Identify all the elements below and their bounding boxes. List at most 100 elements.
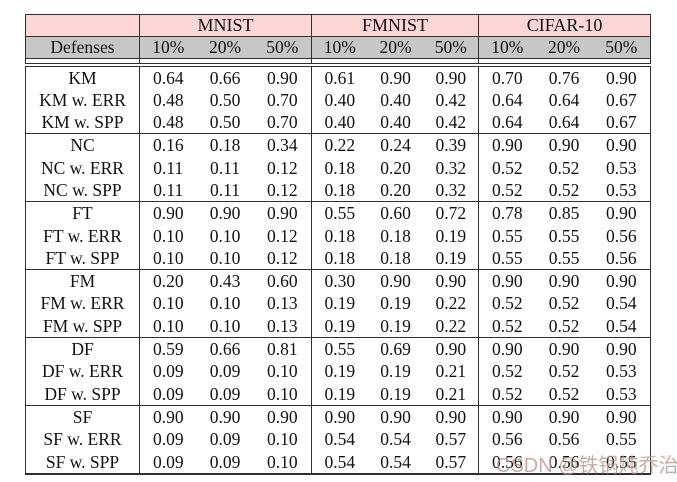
metric-value: 0.52 [535,178,593,203]
metric-value: 0.09 [196,360,254,383]
defense-label: DF w. SPP [25,382,140,406]
metric-value: 0.90 [478,133,536,157]
metric-value: 0.90 [367,269,424,293]
header-body-double-rule [25,58,651,67]
metric-value: 0.10 [253,382,312,406]
metric-value: 0.09 [139,382,197,406]
metric-value: 0.10 [139,246,197,271]
metric-value: 0.40 [311,88,368,112]
defense-label: NC [25,133,140,157]
defense-label: NC w. SPP [25,178,140,203]
metric-value: 0.90 [423,64,479,89]
metric-value: 0.09 [139,428,197,451]
metric-value: 0.90 [367,64,424,89]
metric-value: 0.67 [592,111,651,135]
metric-value: 0.90 [139,405,197,429]
metric-value: 0.18 [311,178,368,203]
metric-value: 0.90 [592,64,651,89]
metric-value: 0.20 [367,178,424,203]
metric-value: 0.81 [253,337,312,361]
dataset-header-row: MNIST FMNIST CIFAR-10 [25,14,651,37]
table-row: DF w. ERR 0.09 0.09 0.10 0.19 0.19 0.21 0.52 0.5… [25,360,651,383]
metric-value: 0.67 [592,88,651,112]
table-row: FT w. ERR 0.10 0.10 0.12 0.18 0.18 0.19 0.55 0.5… [25,224,651,247]
table-row: KM 0.64 0.66 0.90 0.61 0.90 0.90 0.70 0.76 0.90 [25,64,651,89]
metric-value: 0.22 [423,292,479,315]
metric-value: 0.10 [253,450,312,475]
metric-value: 0.54 [592,292,651,315]
metric-value: 0.61 [311,64,368,89]
poison-rate-header: 20% [535,36,593,59]
metric-value: 0.90 [196,201,254,225]
metric-value: 0.64 [478,88,536,112]
table-row: NC 0.16 0.18 0.34 0.22 0.24 0.39 0.90 0.90 0.90 [25,133,651,157]
defense-label: FT [25,201,140,225]
metric-value: 0.90 [139,201,197,225]
defense-label: SF w. ERR [25,428,140,451]
table-row: NC w. ERR 0.11 0.11 0.12 0.18 0.20 0.32 0.52 0.5… [25,156,651,179]
metric-value: 0.40 [311,111,368,135]
metric-value: 0.18 [311,224,368,247]
double-rule-segment [138,58,312,67]
table-row: NC w. SPP 0.11 0.11 0.12 0.18 0.20 0.32 0.52 0.5… [25,178,651,203]
table-row: FT 0.90 0.90 0.90 0.55 0.60 0.72 0.78 0.85 0.90 [25,201,651,225]
metric-value: 0.78 [478,201,536,225]
poison-rate-header: 50% [423,36,479,59]
defense-label: DF [25,337,140,361]
metric-value: 0.18 [311,246,368,271]
metric-value: 0.90 [592,201,651,225]
metric-value: 0.90 [253,64,312,89]
metric-value: 0.52 [478,382,536,406]
metric-value: 0.60 [367,201,424,225]
double-rule-segment [311,58,479,67]
metric-value: 0.72 [423,201,479,225]
metric-value: 0.42 [423,111,479,135]
metric-value: 0.24 [367,133,424,157]
metric-value: 0.10 [139,292,197,315]
metric-value: 0.90 [592,269,651,293]
metric-value: 0.70 [478,64,536,89]
metric-value: 0.69 [367,337,424,361]
metric-value: 0.90 [253,201,312,225]
metric-value: 0.11 [196,178,254,203]
metric-value: 0.16 [139,133,197,157]
metric-value: 0.12 [253,224,312,247]
metric-value: 0.11 [139,156,197,179]
table-row: KM w. SPP 0.48 0.50 0.70 0.40 0.40 0.42 0.64 0.6… [25,111,651,135]
metric-value: 0.90 [196,405,254,429]
poison-rate-header: 10% [311,36,368,59]
metric-value: 0.53 [592,156,651,179]
metric-value: 0.52 [478,178,536,203]
metric-value: 0.90 [423,269,479,293]
defense-label: FM w. SPP [25,314,140,339]
defense-label: KM [25,64,140,89]
defense-label: FT w. ERR [25,224,140,247]
metric-value: 0.52 [535,156,593,179]
poison-rate-header: 50% [592,36,651,59]
metric-value: 0.55 [478,224,536,247]
metric-value: 0.19 [367,382,424,406]
metric-value: 0.90 [478,269,536,293]
metric-value: 0.54 [311,428,368,451]
defense-label: KM w. ERR [25,88,140,112]
metric-value: 0.55 [478,246,536,271]
metric-value: 0.64 [535,111,593,135]
metric-value: 0.52 [478,314,536,339]
defense-results-table: MNIST FMNIST CIFAR-10 Defenses 10% 20% 50% 10%… [25,14,652,475]
metric-value: 0.42 [423,88,479,112]
metric-value: 0.50 [196,88,254,112]
metric-value: 0.09 [139,360,197,383]
metric-value: 0.52 [535,360,593,383]
metric-value: 0.70 [253,88,312,112]
metric-value: 0.19 [423,246,479,271]
table-row: DF w. SPP 0.09 0.09 0.10 0.19 0.19 0.21 0.52 0.5… [25,382,651,406]
defense-label: SF [25,405,140,429]
metric-value: 0.90 [478,405,536,429]
metric-value: 0.54 [592,314,651,339]
metric-value: 0.56 [535,428,593,451]
metric-value: 0.56 [592,224,651,247]
table-row: DF 0.59 0.66 0.81 0.55 0.69 0.90 0.90 0.90 0.90 [25,337,651,361]
corner-cell [25,14,140,37]
dataset-header-cifar-10: CIFAR-10 [478,14,651,37]
